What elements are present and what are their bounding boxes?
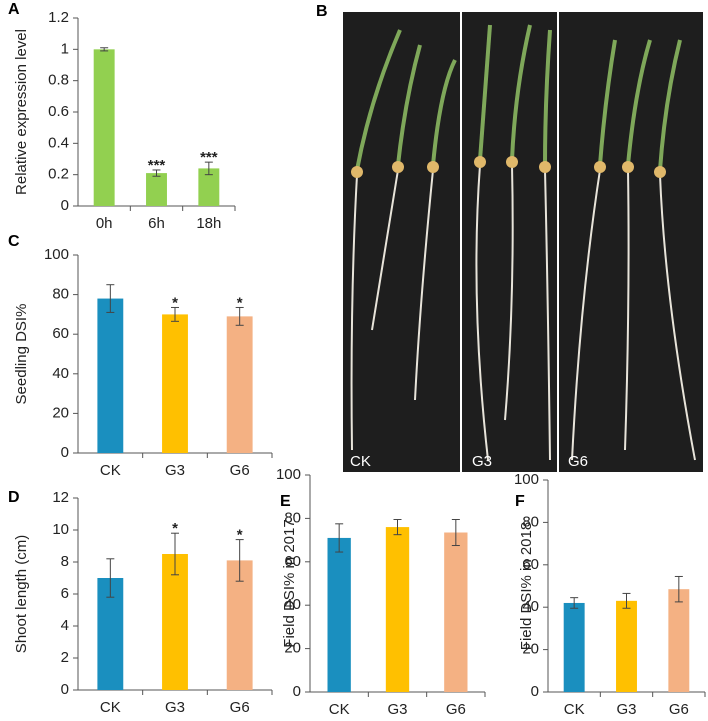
bar <box>226 316 253 453</box>
y-tick-label: 60 <box>284 553 301 570</box>
y-tick-label: 0 <box>61 681 69 698</box>
significance: *** <box>148 157 166 174</box>
y-tick-label: 0.4 <box>48 134 69 151</box>
y-tick-label: 20 <box>522 641 539 658</box>
y-tick-label: 100 <box>44 246 69 263</box>
y-tick-label: 100 <box>276 466 301 483</box>
y-tick-label: 0 <box>61 444 69 461</box>
bar <box>668 589 690 692</box>
bar <box>146 173 167 206</box>
y-tick-label: 0.8 <box>48 72 69 89</box>
y-tick-label: 10 <box>52 521 69 538</box>
panel-letter: B <box>316 3 328 20</box>
y-axis-label: Seedling DSI% <box>13 304 30 405</box>
photo: B CK G3 G6 <box>316 3 703 472</box>
y-tick-label: 80 <box>522 513 539 530</box>
y-tick-label: 6 <box>61 585 69 602</box>
y-axis-label: Shoot length (cm) <box>13 535 30 653</box>
x-tick-label: G3 <box>616 701 636 718</box>
bar <box>616 600 637 692</box>
x-tick-label: G6 <box>446 701 466 718</box>
x-tick-label: CK <box>329 701 350 718</box>
y-tick-label: 1 <box>61 40 69 57</box>
y-tick-label: 1.2 <box>48 9 69 26</box>
y-tick-label: 4 <box>61 617 69 634</box>
bar <box>385 527 410 692</box>
panel-letter: E <box>280 493 291 510</box>
y-tick-label: 20 <box>284 640 301 657</box>
y-tick-label: 0 <box>531 683 539 700</box>
panel-letter: F <box>515 493 525 510</box>
panel-letter: D <box>8 489 20 506</box>
y-tick-label: 40 <box>52 365 69 382</box>
significance: * <box>237 294 243 311</box>
bar <box>327 537 351 692</box>
photo-label: G6 <box>568 453 588 470</box>
significance: * <box>172 294 178 311</box>
x-tick-label: CK <box>564 701 585 718</box>
y-axis-label: Relative expression level <box>13 29 30 195</box>
significance: * <box>172 520 178 537</box>
x-tick-label: G3 <box>387 701 407 718</box>
photo-label: G3 <box>472 453 492 470</box>
bar <box>162 314 188 453</box>
bar <box>563 602 585 692</box>
y-axis-label: Field DSI% in 2017 <box>281 519 298 647</box>
panel-letter: A <box>8 1 20 18</box>
shoots <box>355 24 682 171</box>
seeds <box>351 156 666 178</box>
bar <box>198 168 220 206</box>
bar <box>226 560 253 690</box>
y-axis-label: Field DSI% in 2018 <box>518 522 535 650</box>
y-tick-label: 40 <box>284 596 301 613</box>
bar <box>93 49 115 207</box>
y-tick-label: 8 <box>61 553 69 570</box>
y-tick-label: 0 <box>61 197 69 214</box>
y-tick-label: 40 <box>522 598 539 615</box>
x-tick-label: 0h <box>96 215 113 232</box>
photo-background <box>343 12 703 472</box>
y-tick-label: 80 <box>284 509 301 526</box>
y-tick-label: 0.6 <box>48 103 69 120</box>
y-tick-label: 0.2 <box>48 166 69 183</box>
y-tick-label: 100 <box>514 471 539 488</box>
y-tick-label: 80 <box>52 286 69 303</box>
significance: *** <box>200 149 218 166</box>
x-tick-label: G3 <box>165 699 185 716</box>
y-tick-label: 20 <box>52 404 69 421</box>
photo-label: CK <box>350 453 371 470</box>
x-tick-label: G3 <box>165 462 185 479</box>
significance: * <box>237 527 243 544</box>
y-tick-label: 60 <box>522 556 539 573</box>
y-tick-label: 12 <box>52 489 69 506</box>
y-tick-label: 0 <box>293 683 301 700</box>
panel-letter: C <box>8 233 20 250</box>
roots <box>350 164 696 461</box>
x-tick-label: CK <box>100 462 121 479</box>
x-tick-label: 6h <box>148 215 165 232</box>
x-tick-label: 18h <box>196 215 221 232</box>
x-tick-label: G6 <box>669 701 689 718</box>
x-tick-label: G6 <box>230 462 250 479</box>
x-tick-label: CK <box>100 699 121 716</box>
y-tick-label: 60 <box>52 325 69 342</box>
x-tick-label: G6 <box>230 699 250 716</box>
bar <box>97 298 124 453</box>
bar <box>162 554 188 690</box>
y-tick-label: 2 <box>61 649 69 666</box>
bar <box>444 532 468 692</box>
